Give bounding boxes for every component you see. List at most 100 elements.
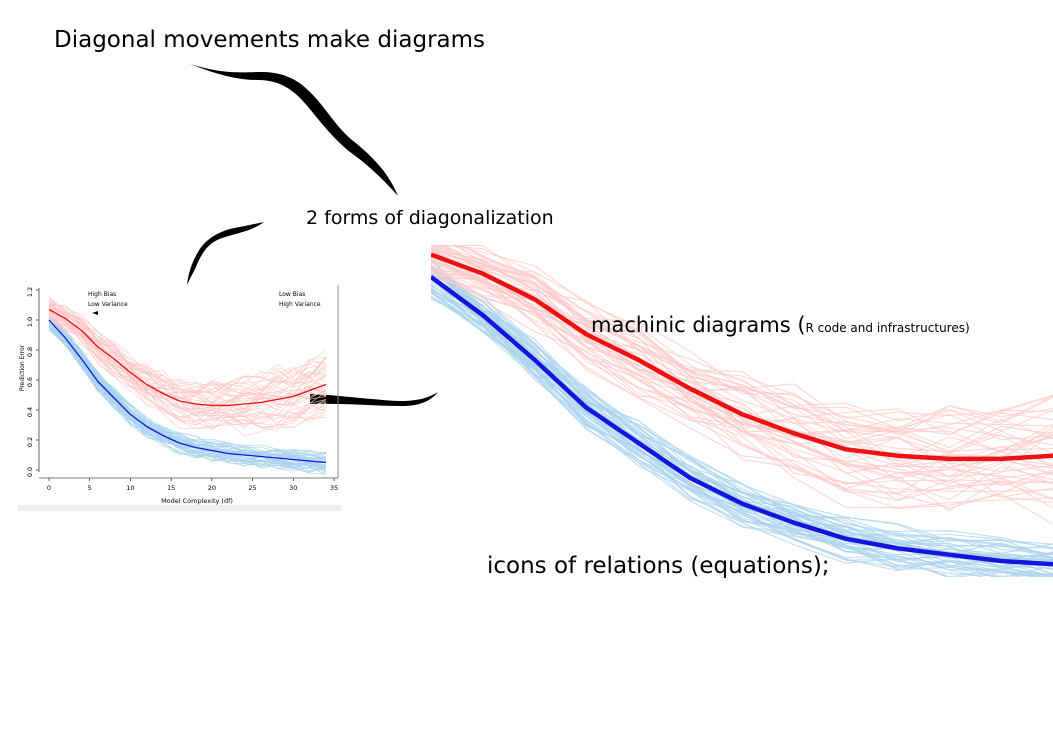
train-sample-line xyxy=(431,264,1053,556)
y-tick-label: 0.2 xyxy=(26,437,34,447)
test-sample-line xyxy=(460,245,1053,424)
test-sample-line xyxy=(431,276,1053,490)
train-sample-line xyxy=(431,290,1041,577)
test-sample-line xyxy=(48,300,326,394)
y-tick-label: 1.2 xyxy=(26,287,34,297)
test-sample-line xyxy=(431,270,1053,487)
annotation-low-variance: Low Variance xyxy=(88,301,128,308)
x-tick-label: 15 xyxy=(167,484,175,492)
test-sample-line xyxy=(48,296,326,390)
test-sample-line xyxy=(48,306,327,400)
test-sample-line xyxy=(48,312,327,410)
test-sample-line xyxy=(431,247,1053,435)
train-sample-line xyxy=(48,311,327,460)
annotation-high-variance: High Variance xyxy=(279,301,321,308)
y-tick-label: 0.6 xyxy=(26,377,34,387)
test-sample-line xyxy=(431,270,1053,525)
test-error-mean-line xyxy=(431,252,1053,462)
test-sample-line xyxy=(48,303,327,412)
machinic-label-small: R code and infrastructures) xyxy=(805,321,970,335)
x-tick-label: 0 xyxy=(47,484,51,492)
train-sample-line xyxy=(48,326,326,471)
x-tick-label: 10 xyxy=(126,484,134,492)
train-sample-line xyxy=(431,292,1053,571)
train-sample-line xyxy=(48,326,327,471)
zoomed-chart xyxy=(431,245,1053,577)
arrow-left-icon xyxy=(92,311,98,315)
train-sample-line xyxy=(48,314,326,456)
train-sample-line xyxy=(431,287,1053,577)
test-sample-line xyxy=(431,248,1053,446)
test-sample-line xyxy=(48,310,327,415)
small-chart-mean-curves xyxy=(48,308,327,464)
x-tick-label: 35 xyxy=(330,484,338,492)
test-sample-line xyxy=(434,245,1053,432)
test-sample-line xyxy=(452,245,1053,440)
machinic-label: machinic diagrams (R code and infrastruc… xyxy=(591,313,970,337)
train-sample-line xyxy=(431,297,1053,576)
train-error-mean-line xyxy=(431,275,1053,567)
test-sample-line xyxy=(48,311,327,411)
test-error-mean-line xyxy=(48,308,327,407)
test-sample-line xyxy=(48,306,326,417)
test-sample-line xyxy=(48,312,327,428)
curved-connector-middle xyxy=(310,392,438,406)
test-sample-line xyxy=(450,245,1053,439)
test-sample-line xyxy=(431,259,1053,470)
train-error-mean-line xyxy=(48,319,326,464)
train-sample-line xyxy=(48,327,326,468)
x-tick-label: 5 xyxy=(88,484,92,492)
train-sample-line xyxy=(48,311,326,458)
icons-label: icons of relations (equations); xyxy=(487,553,830,579)
annotation-low-bias: Low Bias xyxy=(279,291,305,298)
test-sample-line xyxy=(431,257,1053,478)
test-sample-line xyxy=(431,246,1053,453)
test-sample-line xyxy=(431,249,1053,482)
test-sample-line xyxy=(431,245,1053,453)
y-tick-label: 0.0 xyxy=(26,467,34,477)
test-sample-line xyxy=(431,276,1053,509)
train-sample-line xyxy=(431,265,1053,550)
y-tick-label: 1.0 xyxy=(26,317,34,327)
test-sample-line xyxy=(453,245,1053,435)
train-sample-line xyxy=(48,314,327,458)
train-sample-line xyxy=(431,258,1053,554)
train-sample-line xyxy=(431,258,1053,545)
test-sample-line xyxy=(435,245,1053,473)
test-sample-line xyxy=(444,245,1053,433)
test-sample-line xyxy=(431,262,1053,501)
slide-title: Diagonal movements make diagrams xyxy=(54,27,486,53)
ylabel: Prediction Error xyxy=(19,344,26,391)
test-sample-line xyxy=(48,317,327,437)
small-chart-axes: 0.0 0.2 0.4 0.6 0.8 1.0 1.2 0 5 10 15 20 25 30 35 xyxy=(26,285,339,492)
test-sample-line xyxy=(431,273,1053,479)
test-sample-line xyxy=(48,306,327,395)
x-tick-label: 20 xyxy=(208,484,216,492)
test-sample-line xyxy=(431,261,1053,492)
xlabel: Model Complexity (df) xyxy=(161,497,233,505)
curved-connector-left xyxy=(187,222,264,285)
test-sample-line xyxy=(431,268,1053,501)
train-sample-line xyxy=(431,278,1053,571)
subtitle: 2 forms of diagonalization xyxy=(306,207,554,229)
train-sample-line xyxy=(431,290,1041,577)
test-sample-line xyxy=(431,265,1053,512)
train-sample-line xyxy=(431,288,995,577)
x-tick-label: 30 xyxy=(289,484,297,492)
test-sample-line xyxy=(431,266,1053,502)
test-sample-line xyxy=(48,319,326,426)
zoomed-chart-mean-curves xyxy=(431,252,1053,567)
test-sample-line xyxy=(48,306,327,411)
annotation-high-bias: High Bias xyxy=(88,291,116,298)
test-sample-line xyxy=(48,313,326,426)
train-sample-line xyxy=(48,324,326,462)
small-chart: 0.0 0.2 0.4 0.6 0.8 1.0 1.2 0 5 10 15 20 25 30 35 Pred… xyxy=(18,285,341,511)
train-sample-line xyxy=(431,296,1034,577)
train-sample-line xyxy=(431,272,1053,560)
machinic-label-main: machinic diagrams ( xyxy=(591,313,806,337)
small-chart-sample-curves xyxy=(48,296,327,475)
chart-shadow xyxy=(18,505,341,511)
y-tick-label: 0.8 xyxy=(26,347,34,357)
curved-connector-top xyxy=(190,64,398,196)
